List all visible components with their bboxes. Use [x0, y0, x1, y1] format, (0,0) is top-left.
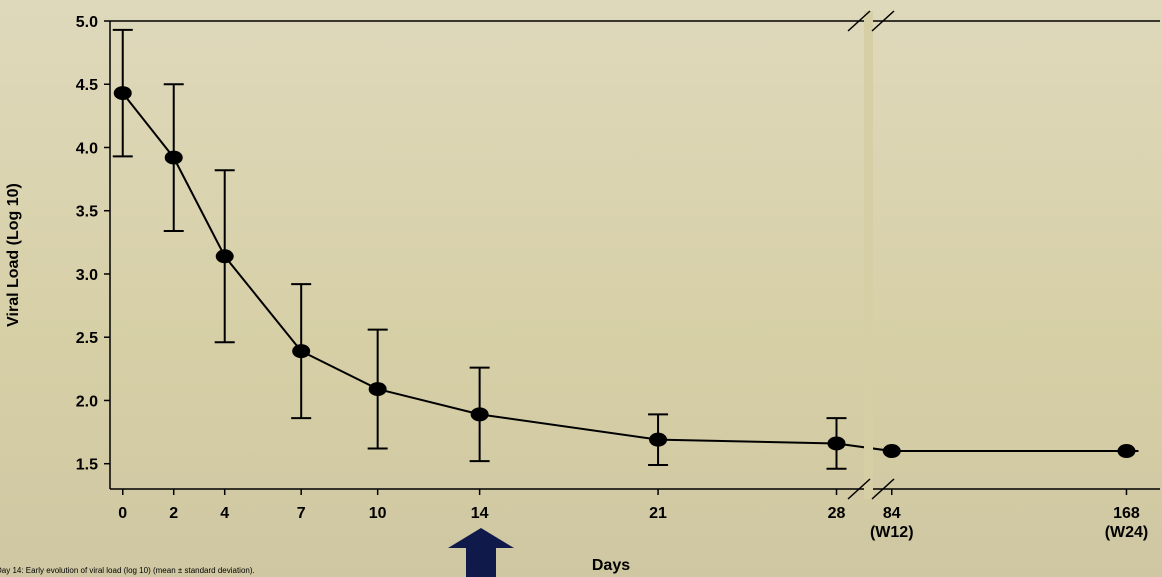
y-tick-label: 1.5 [76, 457, 98, 474]
y-tick-label: 2.0 [76, 393, 98, 410]
data-point [114, 86, 132, 100]
data-point [369, 382, 387, 396]
x-tick-label: 21 [649, 505, 667, 522]
y-tick-label: 3.5 [76, 204, 98, 221]
y-tick-label: 4.5 [76, 77, 98, 94]
x-tick-label: 7 [297, 505, 306, 522]
x-axis-label: Days [592, 557, 630, 574]
x-tick-label: 0 [118, 505, 127, 522]
y-tick-label: 3.0 [76, 267, 98, 284]
caption: Day 14: Early evolution of viral load (l… [0, 566, 255, 575]
data-point [883, 444, 901, 458]
page: Viral Load (Log 10) Days Day 14: Early e… [0, 0, 1162, 577]
chart: Viral Load (Log 10) Days Day 14: Early e… [0, 0, 1162, 577]
x-tick-label: 10 [369, 505, 387, 522]
data-point [216, 249, 234, 263]
y-tick-label: 5.0 [76, 14, 98, 31]
x-tick-label: 2 [169, 505, 178, 522]
x-tick-label: 28 [828, 505, 846, 522]
data-point [649, 433, 667, 447]
data-point [292, 344, 310, 358]
y-tick-label: 2.5 [76, 330, 98, 347]
data-point [471, 407, 489, 421]
data-point [828, 436, 846, 450]
data-point [165, 151, 183, 165]
x-tick-label: 4 [220, 505, 229, 522]
y-axis-label: Viral Load (Log 10) [5, 183, 22, 327]
data-point [1117, 444, 1135, 458]
axis-break-gap [864, 11, 873, 499]
y-tick-label: 4.0 [76, 140, 98, 157]
x-tick-label: 14 [471, 505, 489, 522]
